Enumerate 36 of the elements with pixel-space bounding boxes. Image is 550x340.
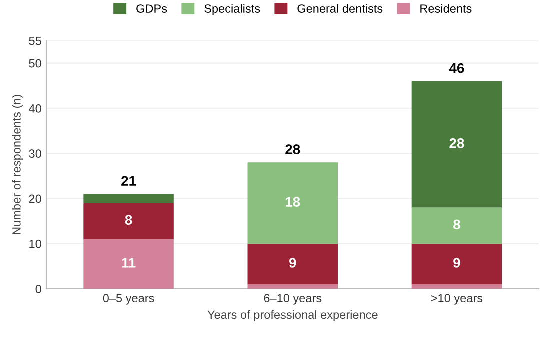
bar: [84, 194, 174, 204]
y-tick-label: 50: [29, 59, 42, 68]
bar: [412, 208, 502, 244]
y-tick-label: 20: [29, 194, 42, 204]
bar: [412, 81, 502, 208]
legend-label: GDPs: [136, 4, 168, 13]
x-tick-label: 6–10 years: [264, 294, 322, 305]
bar: [412, 244, 502, 284]
legend-label: General dentists: [298, 4, 383, 13]
data-label: 9: [289, 258, 296, 268]
legend-label: Specialists: [204, 4, 260, 16]
data-label: 18: [286, 197, 300, 207]
data-label: 11: [122, 258, 136, 268]
bar: [412, 284, 502, 289]
bar: [248, 162, 338, 244]
x-tick-label: 0–5 years: [103, 294, 154, 305]
total-label: 21: [122, 176, 136, 186]
total-label: 28: [286, 144, 300, 154]
data-label: 8: [454, 220, 460, 230]
bar: [248, 284, 338, 289]
y-tick-label: 0: [36, 285, 42, 294]
x-axis-title: Years of professional experience: [208, 310, 378, 322]
bar: [84, 203, 174, 240]
x-tick-label: >10 years: [431, 294, 483, 305]
data-label: 9: [454, 258, 460, 268]
y-tick-label: 10: [30, 240, 42, 248]
data-label: 8: [125, 215, 132, 226]
y-tick-label: 55: [29, 36, 42, 46]
data-label: 28: [450, 138, 464, 148]
total-label: 46: [449, 63, 464, 74]
y-tick-label: 30: [29, 150, 42, 158]
y-axis-title: Number of respondents (n): [12, 95, 24, 234]
bar: [84, 239, 174, 289]
y-tick-label: 40: [29, 104, 42, 113]
legend-label: Residents: [420, 4, 472, 13]
bar: [248, 244, 338, 284]
